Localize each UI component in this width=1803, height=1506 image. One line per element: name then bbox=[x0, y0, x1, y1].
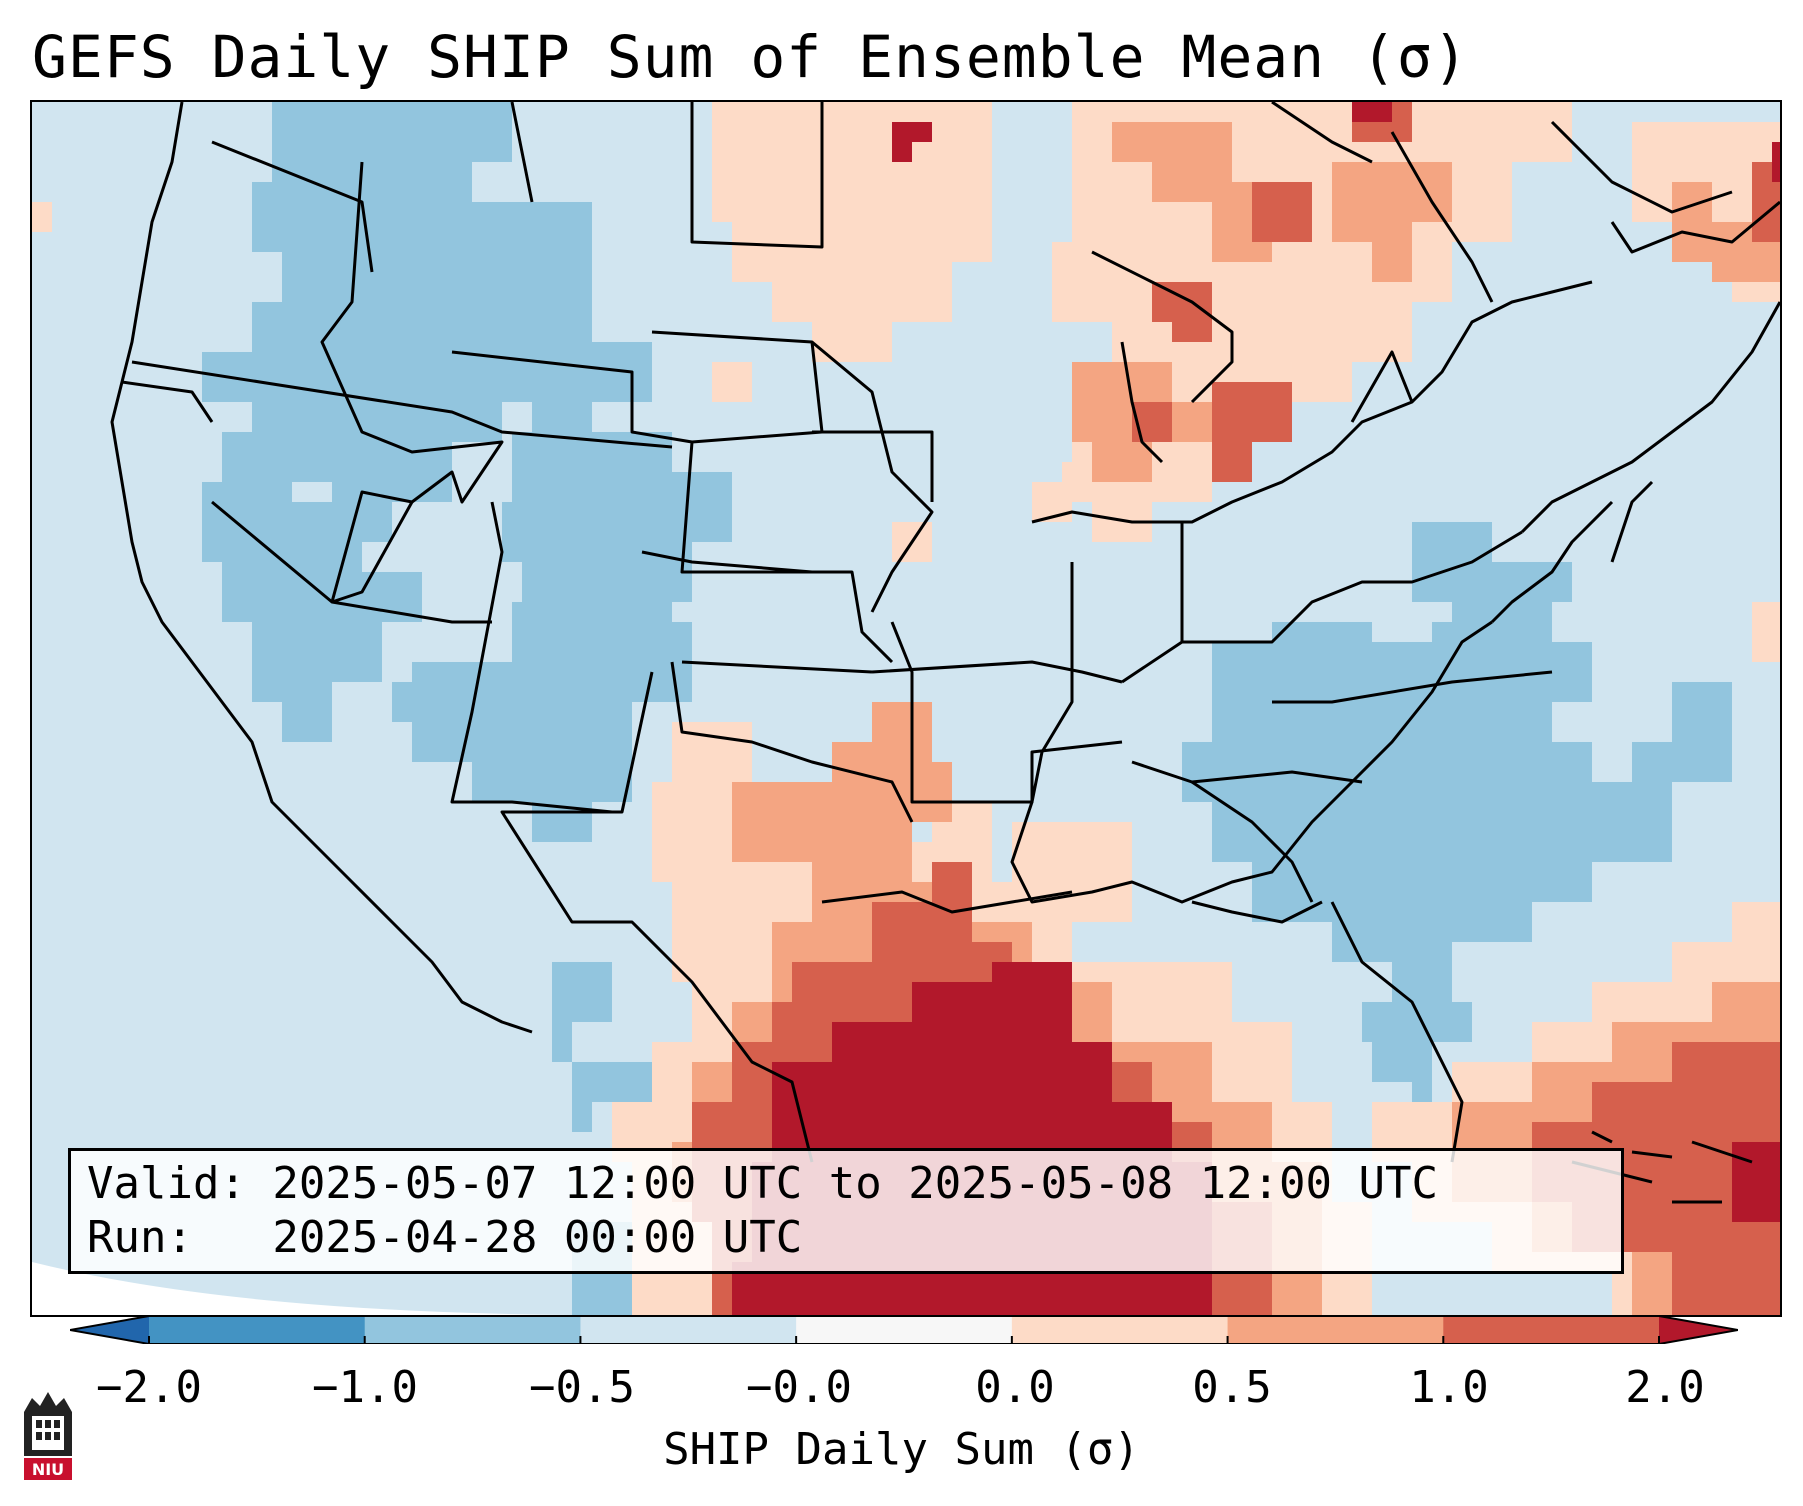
colorbar-tick-label: −1.0 bbox=[312, 1362, 418, 1413]
projection-edge bbox=[32, 1262, 572, 1315]
colorbar-segment bbox=[149, 1316, 366, 1344]
map-panel[interactable]: Valid: 2025-05-07 12:00 UTC to 2025-05-0… bbox=[30, 100, 1782, 1317]
run-time-line: Run: 2025-04-28 00:00 UTC bbox=[87, 1212, 803, 1263]
colorbar-segment bbox=[1227, 1316, 1444, 1344]
colorbar-tick-label: 0.0 bbox=[975, 1362, 1055, 1413]
colorbar-label: SHIP Daily Sum (σ) bbox=[663, 1424, 1140, 1475]
colorbar-tick-label: −2.0 bbox=[96, 1362, 202, 1413]
valid-time-line: Valid: 2025-05-07 12:00 UTC to 2025-05-0… bbox=[87, 1158, 1439, 1209]
niu-logo-text: NIU bbox=[32, 1460, 64, 1479]
colorbar-segment bbox=[70, 1316, 149, 1344]
colorbar-tick-label: 2.0 bbox=[1625, 1362, 1705, 1413]
colorbar-tick-label: −0.0 bbox=[746, 1362, 852, 1413]
colorbar-segment bbox=[1011, 1316, 1229, 1344]
colorbar-segment bbox=[796, 1316, 1013, 1344]
valid-run-info-box: Valid: 2025-05-07 12:00 UTC to 2025-05-0… bbox=[68, 1148, 1624, 1274]
colorbar-segment bbox=[580, 1316, 797, 1344]
colorbar-segment bbox=[1443, 1316, 1660, 1344]
colorbar bbox=[70, 1316, 1738, 1344]
colorbar-tick-label: 1.0 bbox=[1409, 1362, 1489, 1413]
colorbar-segment bbox=[1659, 1316, 1738, 1344]
niu-logo-icon: NIU bbox=[24, 1392, 72, 1480]
ship-anomaly-map bbox=[32, 102, 1780, 1315]
colorbar-tick-label: 0.5 bbox=[1192, 1362, 1272, 1413]
colorbar-tick-label: −0.5 bbox=[529, 1362, 635, 1413]
colorbar-segment bbox=[364, 1316, 581, 1344]
coastlines-and-borders bbox=[110, 102, 1780, 1163]
map-title: GEFS Daily SHIP Sum of Ensemble Mean (σ) bbox=[32, 23, 1469, 91]
